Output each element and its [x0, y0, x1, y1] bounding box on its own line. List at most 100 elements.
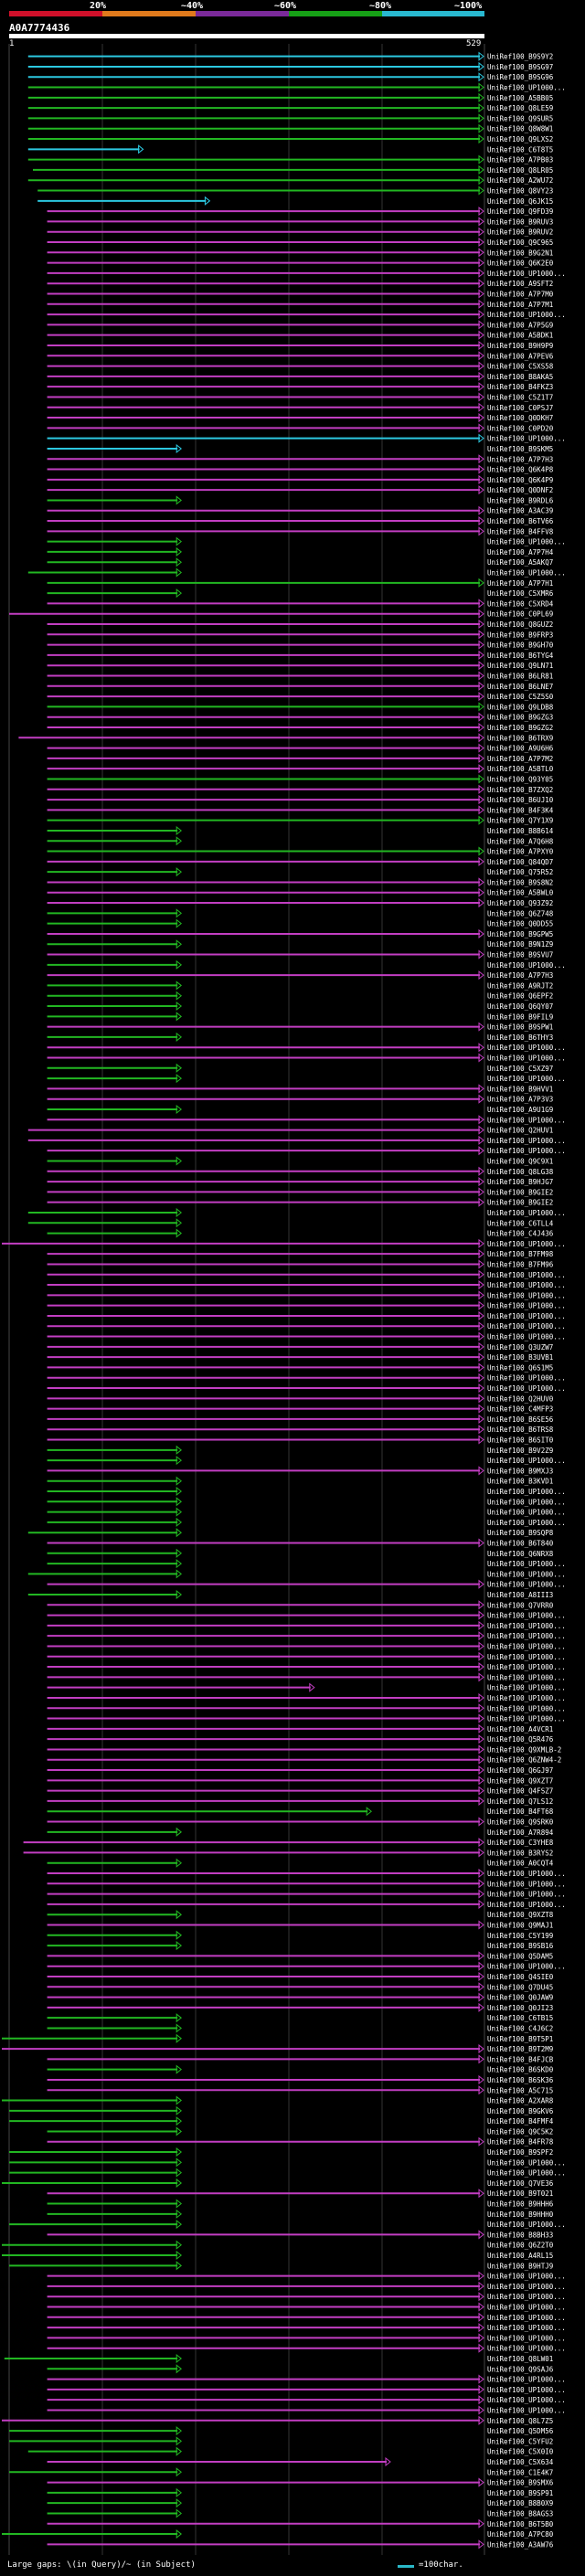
alignment-row[interactable]: UniRef100_Q0DD55 — [47, 918, 554, 928]
alignment-row[interactable]: UniRef100_A7P7H1 — [47, 578, 554, 588]
hit-label[interactable]: UniRef100_B9SB16 — [487, 1942, 554, 1950]
alignment-row[interactable]: UniRef100_A4VCR1 — [47, 1723, 554, 1733]
hit-label[interactable]: UniRef100_C5Z1T7 — [487, 393, 553, 401]
alignment-row[interactable]: UniRef100_B4FR78 — [47, 2136, 554, 2147]
hit-label[interactable]: UniRef100_Q9C965 — [487, 239, 553, 247]
hit-label[interactable]: UniRef100_UP1000... — [487, 270, 566, 278]
alignment-row[interactable]: UniRef100_A7PEV6 — [47, 351, 554, 361]
alignment-row[interactable]: UniRef100_Q8L7Z5 — [2, 2415, 553, 2425]
hit-label[interactable]: UniRef100_B6SKD0 — [487, 2066, 554, 2074]
alignment-row[interactable]: UniRef100_B4FMF4 — [9, 2116, 554, 2126]
hit-label[interactable]: UniRef100_A9SFT2 — [487, 280, 553, 288]
alignment-row[interactable]: UniRef100_C4MFP3 — [47, 1404, 554, 1414]
alignment-row[interactable]: UniRef100_B9G2N1 — [47, 248, 554, 258]
hit-label[interactable]: UniRef100_C0PD20 — [487, 424, 554, 432]
alignment-row[interactable]: UniRef100_B9HHH6 — [47, 2199, 554, 2209]
hit-label[interactable]: UniRef100_B9SVU7 — [487, 951, 553, 959]
alignment-row[interactable]: UniRef100_B9GIE2 — [47, 1197, 554, 1207]
hit-label[interactable]: UniRef100_B9HHH0 — [487, 2210, 554, 2219]
alignment-row[interactable]: UniRef100_Q6K4P9 — [47, 474, 554, 484]
alignment-row[interactable]: UniRef100_Q5DM56 — [9, 2426, 554, 2436]
alignment-row[interactable]: UniRef100_A9U1G9 — [47, 1104, 554, 1115]
alignment-row[interactable]: UniRef100_UP1000... — [47, 1651, 566, 1661]
alignment-row[interactable]: UniRef100_B8AGS3 — [47, 2508, 554, 2518]
alignment-row[interactable]: UniRef100_Q9SAJ6 — [47, 2364, 554, 2374]
hit-label[interactable]: UniRef100_Q9FD39 — [487, 207, 553, 216]
hit-label[interactable]: UniRef100_UP1000... — [487, 538, 566, 546]
hit-label[interactable]: UniRef100_B6UJ10 — [487, 796, 554, 804]
hit-label[interactable]: UniRef100_B6LNE7 — [487, 683, 553, 691]
alignment-row[interactable]: UniRef100_B4FKZ3 — [47, 382, 554, 392]
hit-label[interactable]: UniRef100_Q84QD7 — [487, 858, 553, 866]
hit-label[interactable]: UniRef100_Q9LN71 — [487, 662, 553, 670]
hit-label[interactable]: UniRef100_B9SG96 — [487, 73, 554, 81]
alignment-row[interactable]: UniRef100_Q6K4P8 — [47, 464, 554, 474]
hit-label[interactable]: UniRef100_B9N1Z9 — [487, 940, 553, 949]
alignment-row[interactable]: UniRef100_Q9SRK0 — [47, 1817, 554, 1827]
hit-label[interactable]: UniRef100_B6TV66 — [487, 517, 554, 525]
alignment-row[interactable]: UniRef100_B9N1Z9 — [47, 939, 554, 949]
hit-label[interactable]: UniRef100_A8III3 — [487, 1591, 553, 1599]
alignment-row[interactable]: UniRef100_Q6Z2T0 — [2, 2240, 554, 2250]
hit-label[interactable]: UniRef100_B6SK36 — [487, 2076, 554, 2084]
hit-label[interactable]: UniRef100_C6TB15 — [487, 2014, 553, 2022]
hit-label[interactable]: UniRef100_UP1000... — [487, 2396, 566, 2404]
alignment-row[interactable]: UniRef100_Q9C965 — [47, 237, 554, 248]
alignment-row[interactable]: UniRef100_A9U6H6 — [47, 743, 554, 753]
hit-label[interactable]: UniRef100_A7P3V3 — [487, 1096, 553, 1104]
hit-label[interactable]: UniRef100_B9SP91 — [487, 2489, 553, 2497]
hit-label[interactable]: UniRef100_Q8LE59 — [487, 104, 553, 112]
alignment-row[interactable]: UniRef100_UP1000... — [47, 1497, 566, 1507]
alignment-row[interactable]: UniRef100_A0CQT4 — [47, 1858, 554, 1868]
hit-label[interactable]: UniRef100_UP1000... — [487, 1880, 566, 1888]
alignment-row[interactable]: UniRef100_Q6GJ97 — [47, 1765, 554, 1776]
hit-label[interactable]: UniRef100_UP1000... — [487, 1498, 566, 1506]
hit-label[interactable]: UniRef100_UP1000... — [487, 1653, 566, 1661]
hit-label[interactable]: UniRef100_UP1000... — [487, 2273, 566, 2281]
hit-label[interactable]: UniRef100_B9SKM5 — [487, 445, 553, 453]
hit-label[interactable]: UniRef100_A7PC80 — [487, 2530, 554, 2539]
hit-label[interactable]: UniRef100_C4J436 — [487, 1230, 554, 1238]
alignment-row[interactable]: UniRef100_Q7VRR0 — [47, 1600, 554, 1610]
hit-label[interactable]: UniRef100_A9RJT2 — [487, 981, 553, 990]
alignment-row[interactable]: UniRef100_Q8GUZ2 — [47, 619, 554, 630]
hit-label[interactable]: UniRef100_UP1000... — [487, 1075, 566, 1083]
hit-label[interactable]: UniRef100_B9V2Z9 — [487, 1447, 553, 1455]
hit-label[interactable]: UniRef100_B9FRP3 — [487, 631, 553, 639]
hit-label[interactable]: UniRef100_B9GH70 — [487, 641, 554, 650]
hit-label[interactable]: UniRef100_B6T840 — [487, 1539, 554, 1547]
hit-label[interactable]: UniRef100_Q7VE36 — [487, 2179, 554, 2188]
alignment-row[interactable]: UniRef100_C4J6C2 — [47, 2023, 554, 2033]
alignment-row[interactable]: UniRef100_A5BB05 — [27, 92, 553, 102]
alignment-row[interactable]: UniRef100_C0PSJ7 — [47, 402, 554, 412]
alignment-row[interactable]: UniRef100_A9RJT2 — [47, 981, 554, 991]
alignment-row[interactable]: UniRef100_B9H9P9 — [47, 340, 554, 351]
alignment-row[interactable]: UniRef100_Q8LE59 — [27, 103, 553, 113]
hit-label[interactable]: UniRef100_C5XRD4 — [487, 599, 554, 608]
alignment-row[interactable]: UniRef100_B8B614 — [47, 825, 554, 836]
alignment-row[interactable]: UniRef100_A2WU72 — [27, 175, 553, 186]
alignment-row[interactable]: UniRef100_Q6JK15 — [37, 196, 553, 206]
hit-label[interactable]: UniRef100_B9RUV2 — [487, 228, 553, 237]
alignment-row[interactable]: UniRef100_UP1000... — [47, 1053, 566, 1063]
alignment-row[interactable]: UniRef100_UP1000... — [47, 1579, 566, 1589]
alignment-row[interactable]: UniRef100_B9SQP8 — [27, 1528, 554, 1538]
hit-label[interactable]: UniRef100_B3KVD1 — [487, 1478, 553, 1486]
hit-label[interactable]: UniRef100_UP1000... — [487, 2221, 566, 2229]
alignment-row[interactable]: UniRef100_Q2HUV1 — [27, 1125, 553, 1135]
hit-label[interactable]: UniRef100_UP1000... — [487, 2158, 566, 2167]
hit-label[interactable]: UniRef100_Q0JI23 — [487, 2004, 553, 2012]
hit-label[interactable]: UniRef100_Q6GJ97 — [487, 1766, 553, 1775]
hit-label[interactable]: UniRef100_Q3UZW7 — [487, 1343, 553, 1352]
hit-label[interactable]: UniRef100_A2XAR8 — [487, 2097, 554, 2105]
hit-label[interactable]: UniRef100_B6SIT0 — [487, 1436, 554, 1445]
alignment-row[interactable]: UniRef100_A9SFT2 — [47, 279, 554, 289]
hit-label[interactable]: UniRef100_B9S9Y2 — [487, 53, 553, 61]
alignment-row[interactable]: UniRef100_Q7VE36 — [2, 2178, 554, 2188]
alignment-row[interactable]: UniRef100_UP1000... — [47, 1703, 566, 1713]
alignment-row[interactable]: UniRef100_A4RL15 — [2, 2250, 553, 2261]
alignment-row[interactable]: UniRef100_A5BWL0 — [47, 887, 554, 897]
alignment-row[interactable]: UniRef100_UP1000... — [47, 2312, 566, 2322]
hit-label[interactable]: UniRef100_Q6Z748 — [487, 909, 554, 917]
hit-label[interactable]: UniRef100_A3AC39 — [487, 507, 553, 515]
